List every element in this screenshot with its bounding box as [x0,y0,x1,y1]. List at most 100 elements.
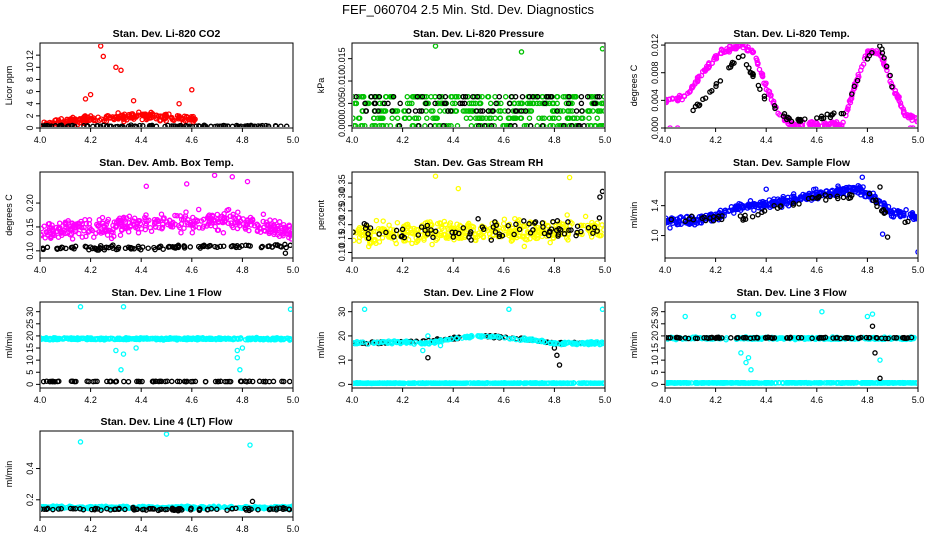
data-point [846,195,852,202]
data-point [457,100,463,107]
data-point [378,226,385,233]
x-tick-label: 4.0 [659,395,672,405]
data-point [502,380,509,386]
data-point [600,340,604,346]
data-point [484,333,490,340]
data-point [76,230,82,237]
data-point [510,335,517,341]
plot-frame [39,301,294,389]
data-point [382,93,389,100]
panel-title: Stan. Dev. Li-820 CO2 [113,28,221,40]
data-point [591,224,598,231]
data-point [152,224,159,230]
data-point [727,379,733,386]
data-point [476,333,483,339]
data-point [703,63,710,70]
data-point [149,378,156,385]
data-points [353,306,604,387]
data-point [224,207,230,214]
data-point [669,96,676,102]
data-point [103,244,110,251]
data-point [121,115,127,121]
x-tick-label: 5.0 [912,395,925,405]
data-point [448,123,454,127]
data-point [846,98,853,104]
data-point [172,244,178,251]
data-point [454,123,461,127]
data-point [423,380,429,386]
data-point [362,100,368,107]
x-tick-label: 4.4 [135,265,148,275]
data-point [717,78,724,84]
data-point [488,237,495,243]
data-point [892,90,898,97]
data-point [279,378,285,385]
data-point [286,222,292,228]
panel-title: Stan. Dev. Line 4 (LT) Flow [100,416,233,428]
data-point [447,108,454,114]
data-point [174,213,180,219]
data-point [834,193,841,199]
data-point [546,115,553,121]
data-point [289,230,292,236]
data-point [78,335,84,342]
data-point [872,380,878,386]
data-point [711,56,717,63]
data-point [58,122,65,127]
y-tick-label: 15 [25,343,35,353]
data-point [477,115,483,121]
data-point [232,219,238,225]
data-point [914,380,917,386]
data-point [744,46,751,53]
data-point [270,335,276,342]
series-primary [41,304,292,373]
data-point [556,115,562,121]
data-point [765,91,772,98]
data-point [845,335,852,341]
data-point [401,108,407,114]
data-point [77,304,84,310]
data-point [169,378,175,385]
data-point [572,341,579,347]
data-point [900,210,907,217]
data-point [127,244,134,251]
data-point [363,380,369,387]
data-point [394,115,401,121]
data-point [172,212,178,219]
data-point [749,48,756,55]
data-point [227,213,234,219]
y-tick-label: 0.4 [25,462,35,475]
y-tick-label: 0.25 [337,202,347,220]
data-point [726,49,733,55]
data-point [418,224,425,230]
data-point [214,216,221,223]
data-point [505,222,511,229]
data-point [819,308,825,315]
data-point [521,218,527,224]
data-point [272,228,279,234]
data-point [399,233,405,239]
data-point [453,335,460,341]
data-point [66,123,72,127]
data-point [108,123,114,127]
data-point [713,81,720,87]
data-point [161,215,167,221]
data-point [551,115,558,121]
data-point [79,221,85,227]
data-point [686,216,692,222]
data-point [229,222,235,229]
data-point [406,100,413,107]
data-point [249,336,256,342]
data-point [181,225,187,231]
chart-panel-4: Stan. Dev. Amb. Box Temp.4.0 4.2 4.4 4.6 4.8… [4,157,299,275]
y-tick-label: 5 [25,370,35,375]
data-point [468,123,475,127]
data-point [864,313,871,320]
data-point [406,108,412,114]
data-point [826,121,833,127]
data-point [211,173,218,179]
data-point [162,335,169,342]
series-primary [666,308,917,386]
data-point [477,100,484,107]
